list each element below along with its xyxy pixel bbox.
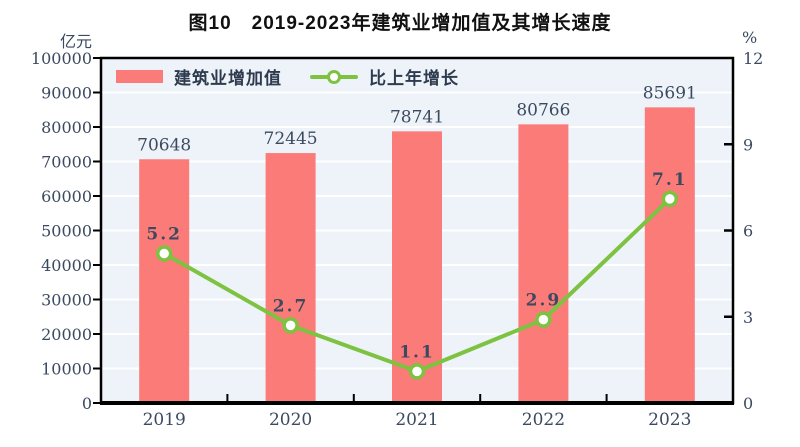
legend-line-label: 比上年增长 <box>369 69 459 89</box>
left-axis-tick-label: 40000 <box>41 256 92 275</box>
line-value-label: 2.9 <box>526 291 562 311</box>
right-axis-tick-label: 3 <box>743 308 753 327</box>
bar-2021 <box>392 131 442 403</box>
line-value-label: 1.1 <box>399 342 435 362</box>
line-marker <box>661 190 679 208</box>
right-axis-tick-label: 0 <box>743 394 753 413</box>
x-axis-category-label: 2022 <box>522 410 565 430</box>
legend-bar-swatch <box>116 70 163 83</box>
line-marker <box>155 245 173 262</box>
x-axis-category-label: 2019 <box>143 410 186 430</box>
bar-value-label: 80766 <box>516 100 570 120</box>
legend-bar-label: 建筑业增加值 <box>174 69 282 89</box>
bar-2019 <box>139 159 190 403</box>
bar-2022 <box>518 124 569 403</box>
left-axis-tick-label: 90000 <box>41 84 92 103</box>
x-axis-category-label: 2021 <box>395 410 438 430</box>
line-value-label: 7.1 <box>652 170 688 190</box>
bar-2023 <box>644 107 695 403</box>
legend-line-marker-icon <box>327 69 341 84</box>
legend-item-bar-series: 建筑业增加值 <box>116 64 282 89</box>
left-axis-tick-label: 20000 <box>41 325 92 344</box>
line-marker <box>282 317 299 334</box>
left-axis-tick-label: 0 <box>82 394 92 413</box>
chart-legend: 建筑业增加值 比上年增长 <box>116 64 459 89</box>
left-axis-tick-label: 50000 <box>41 222 92 241</box>
line-value-label: 2.7 <box>273 296 309 316</box>
legend-item-line-series: 比上年增长 <box>310 64 459 89</box>
chart-title: 图10 2019-2023年建筑业增加值及其增长速度 <box>188 13 612 34</box>
left-axis-tick-label: 60000 <box>41 187 92 206</box>
left-axis-tick-label: 100000 <box>31 49 92 68</box>
right-axis-tick-label: 6 <box>743 222 753 241</box>
left-axis-unit-label: 亿元 <box>59 32 92 51</box>
left-axis-tick-label: 30000 <box>41 291 92 310</box>
bar-2020 <box>265 153 316 403</box>
line-marker <box>408 363 426 380</box>
left-axis-tick-label: 80000 <box>41 118 92 137</box>
left-axis-tick-label: 10000 <box>41 360 92 379</box>
x-axis-category-label: 2023 <box>648 410 691 430</box>
line-value-label: 5.2 <box>146 225 182 245</box>
bar-value-label: 70648 <box>137 135 191 155</box>
x-axis-category-label: 2020 <box>269 410 312 430</box>
line-marker <box>535 311 552 328</box>
right-axis-tick-label: 9 <box>743 135 753 154</box>
left-axis-tick-label: 70000 <box>41 153 92 172</box>
right-axis-tick-label: 12 <box>743 49 763 68</box>
bar-value-label: 85691 <box>643 83 697 103</box>
bar-value-label: 78741 <box>390 107 444 127</box>
bar-value-label: 72445 <box>264 129 318 149</box>
legend-line-swatch <box>310 69 358 84</box>
right-axis-unit-label: % <box>742 28 758 47</box>
